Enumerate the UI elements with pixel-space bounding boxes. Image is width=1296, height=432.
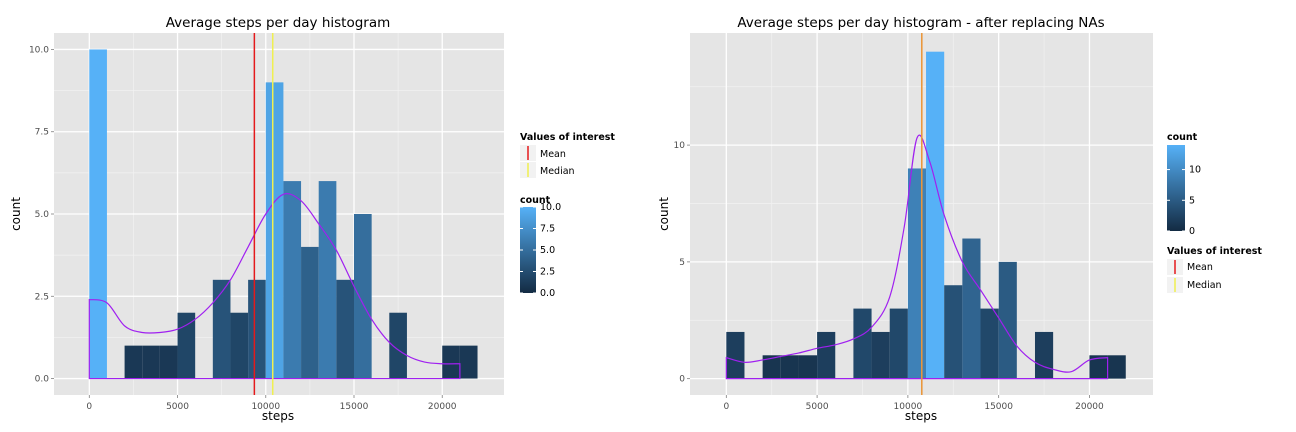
chart-2-values-of-interest-legend: Values of interest Mean Median xyxy=(1167,246,1262,293)
chart-1-density-line xyxy=(88,193,461,380)
chart-2-x-tick-label: 5000 xyxy=(806,402,829,412)
chart-2-y-tick-label: 5 xyxy=(679,258,685,268)
chart-1-count-legend-ticks: 0.0 2.5 5.0 7.5 10.0 xyxy=(520,202,561,299)
chart-2-bar xyxy=(817,331,836,379)
chart-2-bar xyxy=(962,238,981,379)
chart-1-bar xyxy=(142,345,160,379)
chart-2-bar xyxy=(998,261,1017,379)
chart-1-bar xyxy=(159,345,178,379)
chart-2-voi-legend-title: Values of interest xyxy=(1167,246,1262,257)
chart-1-count-colorbar xyxy=(520,207,536,293)
chart-2-bar xyxy=(1034,331,1054,379)
chart-2-bar xyxy=(798,355,818,379)
chart-1-density-curve xyxy=(88,193,461,380)
chart-1-x-tick-label: 0 xyxy=(86,402,92,412)
chart-1-reference-lines xyxy=(253,33,274,395)
chart-1-x-tick-labels: 0 5000 10000 15000 20000 xyxy=(86,395,457,412)
chart-1-y-tick-label: 2.5 xyxy=(35,292,49,302)
chart-1-values-of-interest-legend: Values of interest Mean Median xyxy=(520,132,615,178)
chart-2-y-axis-title: count xyxy=(657,197,671,231)
chart-2-density-curve xyxy=(725,134,1109,380)
chart-1-y-tick-label: 0.0 xyxy=(35,375,50,385)
chart-2-bar xyxy=(780,355,799,379)
chart-2-x-axis-title: steps xyxy=(905,409,937,423)
chart-2-count-legend-label: 5 xyxy=(1189,195,1195,206)
chart-1-voi-legend-title: Values of interest xyxy=(520,132,615,143)
chart-1-bar xyxy=(230,312,249,379)
chart-2-y-tick-labels: 0 5 10 xyxy=(674,141,690,385)
chart-1-bar xyxy=(459,345,478,379)
chart-1-bar xyxy=(354,214,372,379)
chart-2-bar xyxy=(1089,355,1108,379)
chart-1: Average steps per day histogram 0 5000 100… xyxy=(9,15,615,423)
chart-2-count-colorbar xyxy=(1167,145,1185,231)
chart-1-count-legend-label: 7.5 xyxy=(540,224,555,235)
chart-2-title: Average steps per day histogram - after … xyxy=(737,15,1104,31)
chart-2-density-line xyxy=(725,134,1109,380)
chart-2-y-tick-label: 10 xyxy=(674,141,686,151)
chart-1-bar xyxy=(212,279,231,379)
chart-2-bar xyxy=(926,51,945,379)
chart-1-count-legend-label: 2.5 xyxy=(540,267,555,278)
chart-1-x-tick-label: 20000 xyxy=(428,402,457,412)
chart-1-bar xyxy=(336,279,354,379)
chart-1-bar xyxy=(89,49,107,379)
chart-2-x-tick-label: 15000 xyxy=(984,402,1013,412)
chart-2-count-legend-ticks: 0 5 10 xyxy=(1167,165,1201,237)
chart-1-voi-label-mean: Mean xyxy=(540,149,566,160)
chart-1-count-legend: count 0.0 2.5 5.0 7.5 10.0 xyxy=(520,195,561,299)
chart-1-bar xyxy=(389,312,407,379)
chart-1-x-tick-label: 10000 xyxy=(251,402,280,412)
chart-1-count-legend-title: count xyxy=(520,195,551,206)
chart-1-bar xyxy=(177,312,196,379)
chart-2-count-legend: count 0 5 10 xyxy=(1167,132,1201,237)
chart-1-bar xyxy=(124,345,143,379)
chart-2-bar xyxy=(980,308,999,379)
chart-2-bar xyxy=(726,331,745,379)
chart-1-y-axis-title: count xyxy=(9,197,23,231)
chart-2-count-legend-label: 10 xyxy=(1189,165,1201,176)
chart-2-x-tick-labels: 0 5000 10000 15000 20000 xyxy=(723,395,1104,412)
chart-2-bar xyxy=(889,308,908,379)
chart-1-y-tick-labels: 0.0 2.5 5.0 7.5 10.0 xyxy=(29,45,54,385)
chart-1-bar xyxy=(442,345,460,379)
chart-2-count-legend-title: count xyxy=(1167,132,1198,143)
chart-2-bar xyxy=(907,168,927,379)
chart-1-count-legend-label: 0.0 xyxy=(540,288,555,299)
chart-2-bar xyxy=(871,331,890,379)
chart-2-bar xyxy=(853,308,872,379)
chart-1-y-tick-label: 10.0 xyxy=(29,45,49,55)
chart-2-y-tick-label: 0 xyxy=(679,375,685,385)
chart-1-bar xyxy=(265,82,284,379)
chart-1-bar xyxy=(283,181,302,379)
chart-1-count-legend-label: 10.0 xyxy=(540,202,561,213)
chart-2-bar xyxy=(762,355,781,379)
chart-1-bar xyxy=(318,181,337,379)
chart-1-x-axis-title: steps xyxy=(262,409,294,423)
chart-2-x-tick-label: 0 xyxy=(723,402,729,412)
chart-1-title: Average steps per day histogram xyxy=(166,15,391,31)
chart-2-count-legend-label: 0 xyxy=(1189,226,1195,237)
chart-2-voi-label-median: Median xyxy=(1187,280,1222,291)
chart-2-x-tick-label: 20000 xyxy=(1075,402,1104,412)
chart-1-y-tick-label: 5.0 xyxy=(35,210,50,220)
chart-1-bar xyxy=(248,279,266,379)
chart-2-voi-label-mean: Mean xyxy=(1187,262,1213,273)
chart-1-count-legend-label: 5.0 xyxy=(540,245,555,256)
chart-1-y-tick-label: 7.5 xyxy=(35,128,49,138)
chart-1-bar xyxy=(301,246,319,379)
chart-2-bar xyxy=(944,285,963,379)
chart-1-x-tick-label: 5000 xyxy=(166,402,189,412)
chart-2-bar xyxy=(1107,355,1126,379)
chart-2: Average steps per day histogram - after … xyxy=(657,15,1262,423)
chart-1-bars xyxy=(89,49,478,379)
chart-1-x-tick-label: 15000 xyxy=(340,402,369,412)
chart-1-voi-label-median: Median xyxy=(540,166,575,177)
chart-2-x-tick-label: 10000 xyxy=(894,402,923,412)
